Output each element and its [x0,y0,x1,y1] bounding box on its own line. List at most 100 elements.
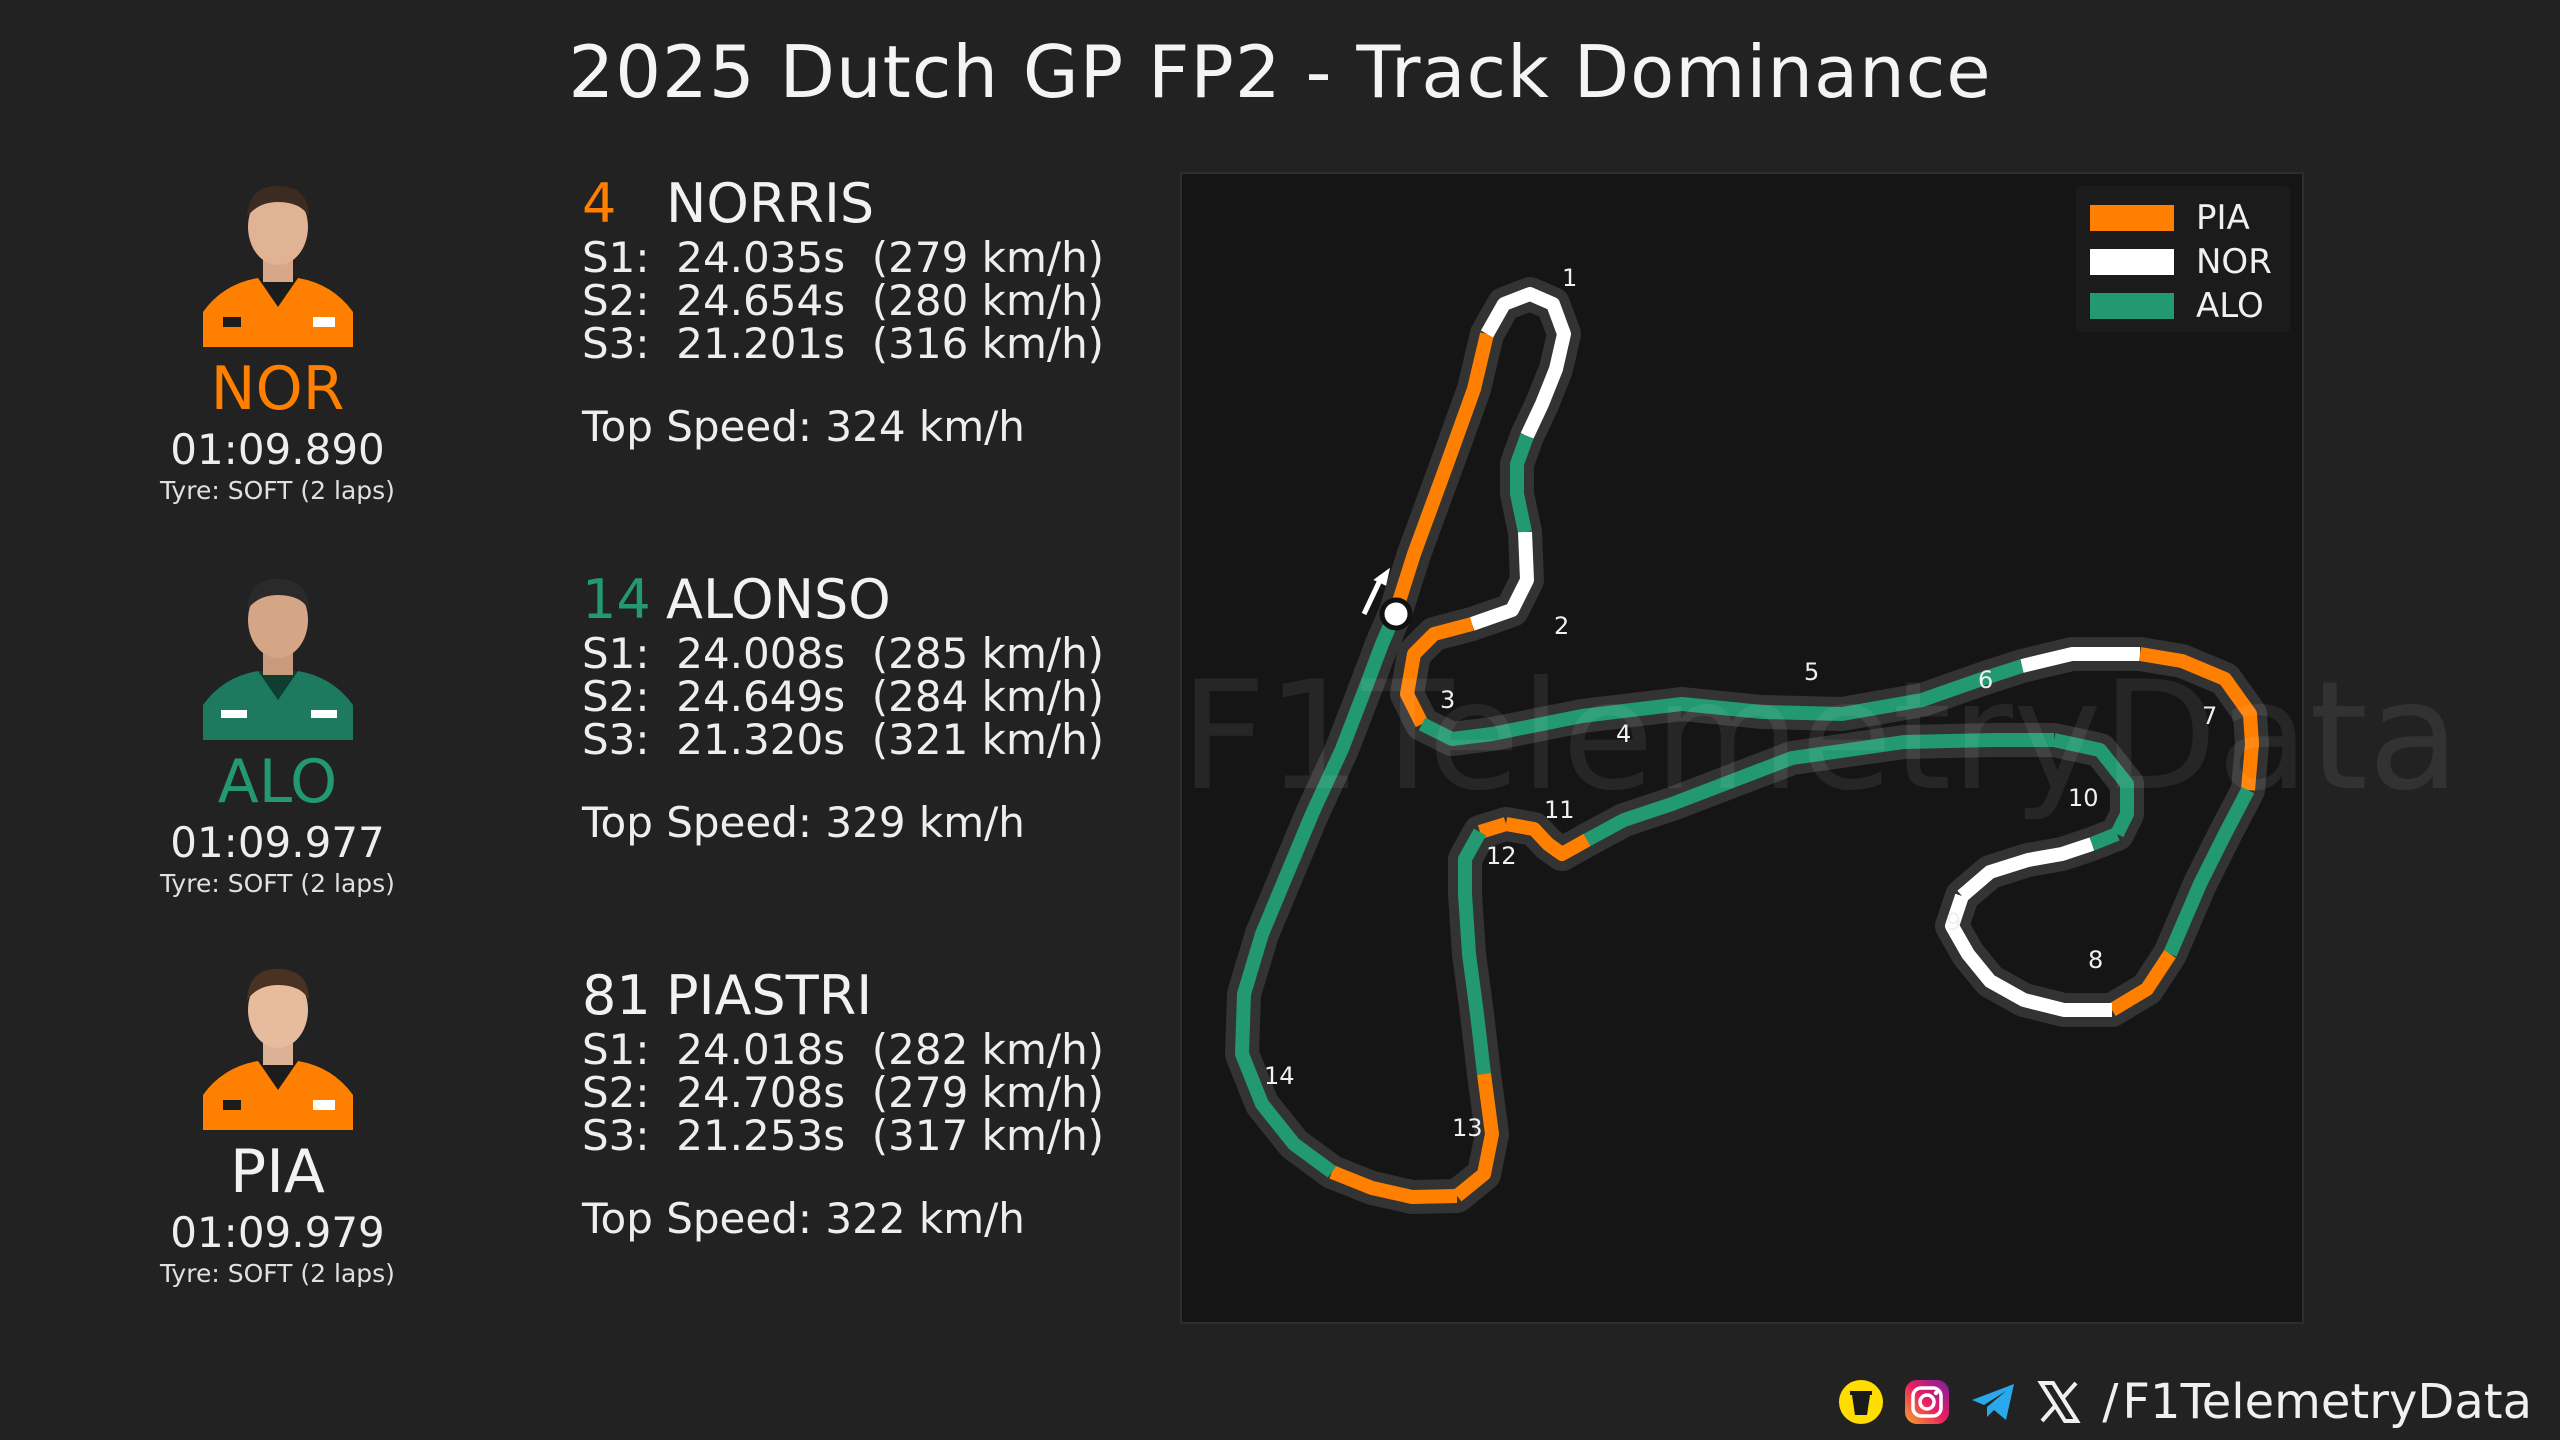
sector-3-time: S3: 21.201s (316 km/h) [582,319,1105,368]
track-segment-nor [1469,531,1534,631]
driver-heading: 14 ALONSO [582,568,1182,632]
sector-1-time: S1: 24.018s (282 km/h) [582,1025,1105,1074]
track-segment-nor [1945,893,2112,1017]
instagram-icon[interactable] [1904,1379,1950,1425]
corner-label-8: 8 [2088,946,2103,974]
legend-item-pia: PIA [2090,198,2250,238]
sector-2-time: S2: 24.649s (284 km/h) [582,672,1105,721]
track-segment-nor [1957,837,2095,902]
track-segment-pia [2108,950,2176,1017]
track-segment-pia [1452,1073,1499,1202]
x-icon[interactable] [2036,1379,2082,1425]
footer-handle: F1TelemetryData [2122,1374,2532,1430]
corner-label-13: 13 [1452,1114,1483,1142]
corner-label-12: 12 [1486,842,1517,870]
page-title: 2025 Dutch GP FP2 - Track Dominance [568,30,1992,114]
legend-label: NOR [2196,242,2272,282]
driver-code: PIA [230,1137,325,1207]
track-segment-pia [1329,1165,1458,1204]
track-svg: 1 2 3 4 5 6 7 8 9 10 11 12 13 14 [1225,264,2269,1214]
track-segment-pia [1477,817,1509,839]
sector-2-time: S2: 24.654s (280 km/h) [582,276,1105,325]
legend-swatch [2090,293,2174,319]
driver-name: PIASTRI [666,964,873,1027]
sector-1-time: S1: 24.008s (285 km/h) [582,629,1105,678]
corner-label-7: 7 [2202,702,2217,730]
track-map: 1 2 3 4 5 6 7 8 9 10 11 12 13 14 [1180,172,2304,1324]
driver-laptime: 01:09.977 [170,818,385,867]
corner-labels: 1 2 3 4 5 6 7 8 9 10 11 12 13 14 [1264,264,2217,1142]
track-segments [1225,277,2269,1214]
track-segment-alo [2089,827,2120,851]
driver-portrait-pia [202,968,353,1130]
driver-heading: 4 NORRIS [582,172,1182,236]
corner-label-6: 6 [1978,666,1993,694]
top-speed: Top Speed: 329 km/h [582,798,1025,847]
track-segment-alo [2163,786,2255,957]
sector-1-time: S1: 24.035s (279 km/h) [582,233,1105,282]
start-finish-marker [1379,597,1413,631]
driver-code: ALO [217,747,338,817]
track-segment-alo [1583,733,2054,847]
driver-tyre: Tyre: SOFT (2 laps) [160,869,395,898]
track-segment-alo [2052,733,2134,838]
sector-2-time: S2: 24.708s (279 km/h) [582,1068,1105,1117]
top-speed: Top Speed: 324 km/h [582,402,1025,451]
corner-label-9: 9 [1946,908,1961,936]
track-segment-pia [1504,817,1591,861]
driver-name: ALONSO [666,568,891,631]
top-speed: Top Speed: 322 km/h [582,1194,1025,1243]
driver-number: 14 [582,568,651,631]
corner-label-5: 5 [1804,658,1819,686]
corner-label-3: 3 [1440,686,1455,714]
driver-stats-nor: 4 NORRIS S1: 24.035s (279 km/h) S2: 24.65… [582,172,1182,451]
sector-3-time: S3: 21.320s (321 km/h) [582,715,1105,764]
driver-portrait-alo [202,578,353,740]
legend-item-nor: NOR [2090,242,2272,282]
driver-portrait-nor [202,185,353,347]
legend-swatch [2090,249,2174,275]
direction-arrow-head [1373,567,1391,586]
legend: PIA NOR ALO [2076,186,2290,332]
track-markers [1361,567,1413,631]
driver-tyre: Tyre: SOFT (2 laps) [160,1259,395,1288]
track-segment-alo [1418,659,2025,746]
watermark: F1TelemetryData [1180,650,2460,824]
driver-number: 4 [582,172,617,235]
driver-name: NORRIS [666,172,875,235]
track-segment-pia [1400,617,1474,728]
telegram-icon[interactable] [1970,1379,2016,1425]
driver-stats-pia: 81 PIASTRI S1: 24.018s (282 km/h) S2: 24.… [582,964,1182,1243]
legend-item-alo: ALO [2090,286,2264,326]
footer-separator: / [2102,1374,2119,1430]
bmc-icon[interactable] [1838,1379,1884,1425]
driver-tyre: Tyre: SOFT (2 laps) [160,476,395,505]
track-segment-pia [1388,332,1494,617]
corner-label-14: 14 [1264,1062,1295,1090]
driver-laptime: 01:09.979 [170,1208,385,1257]
corner-label-2: 2 [1554,612,1569,640]
legend-label: PIA [2196,198,2250,238]
footer: / F1TelemetryData [1838,1372,2532,1432]
legend-swatch [2090,205,2174,231]
track-segment-alo [1458,828,1491,1075]
driver-stats-alo: 14 ALONSO S1: 24.008s (285 km/h) S2: 24.6… [582,568,1182,847]
driver-card-pia: PIA 01:09.979 Tyre: SOFT (2 laps) [100,955,455,1290]
corner-label-1: 1 [1562,264,1577,292]
sector-3-time: S3: 21.253s (317 km/h) [582,1111,1105,1160]
corner-label-4: 4 [1616,720,1631,748]
corner-label-11: 11 [1544,796,1575,824]
driver-laptime: 01:09.890 [170,425,385,474]
driver-code: NOR [210,354,345,424]
driver-card-nor: NOR 01:09.890 Tyre: SOFT (2 laps) [100,172,455,507]
driver-number: 81 [582,964,651,1027]
track-segment-pia [2138,647,2259,791]
track-segment-nor [1480,287,1571,439]
track-segment-nor [2020,647,2140,673]
legend-label: ALO [2196,286,2264,326]
corner-label-10: 10 [2068,784,2099,812]
track-segment-alo [1235,611,1402,1178]
track-segment-alo [1510,433,1534,534]
driver-card-alo: ALO 01:09.977 Tyre: SOFT (2 laps) [100,565,455,900]
driver-heading: 81 PIASTRI [582,964,1182,1028]
